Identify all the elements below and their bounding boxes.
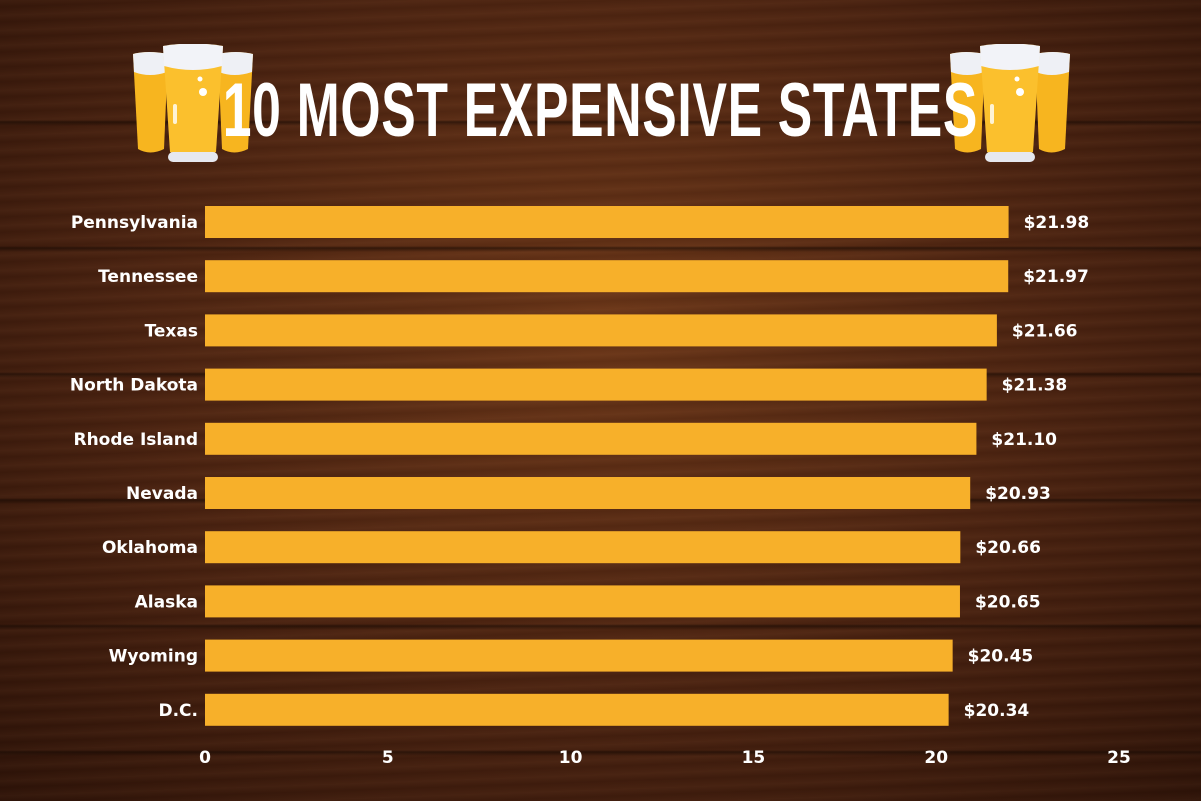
chart-title: 10 MOST EXPENSIVE STATES [0, 66, 1201, 156]
bar [205, 314, 997, 347]
beer-glasses-icon [950, 44, 1070, 162]
x-tick-label: 25 [1107, 748, 1131, 768]
x-tick-label: 0 [199, 748, 211, 768]
bar [205, 693, 949, 726]
bar [205, 477, 971, 509]
category-label: Texas [145, 321, 198, 341]
category-label: Wyoming [109, 647, 198, 667]
bar [205, 639, 953, 672]
x-tick-label: 5 [382, 748, 394, 768]
data-label: $20.65 [975, 592, 1041, 612]
category-label: D.C. [158, 701, 198, 721]
data-label: $20.66 [975, 538, 1041, 558]
data-label: $21.10 [991, 430, 1057, 450]
chart-title-text: 10 MOST EXPENSIVE STATES [222, 68, 979, 153]
category-label: Rhode Island [73, 430, 198, 450]
category-label: Alaska [135, 592, 198, 612]
bar [205, 585, 960, 618]
bar [205, 368, 987, 401]
bar [205, 260, 1009, 293]
category-label: Oklahoma [102, 538, 198, 558]
category-label: Nevada [126, 484, 198, 504]
data-label: $20.45 [968, 647, 1034, 667]
category-label: Pennsylvania [71, 213, 198, 233]
x-tick-label: 15 [742, 748, 766, 768]
bar [205, 422, 977, 455]
data-label: $21.66 [1012, 321, 1078, 341]
data-label: $21.98 [1024, 213, 1090, 233]
data-label: $21.38 [1002, 376, 1068, 396]
x-tick-label: 10 [559, 748, 583, 768]
category-label: Tennessee [98, 267, 198, 287]
data-label: $21.97 [1023, 267, 1089, 287]
data-label: $20.34 [964, 701, 1030, 721]
beer-glasses-icon [133, 44, 253, 162]
bar [205, 531, 961, 564]
x-tick-label: 20 [924, 748, 948, 768]
data-label: $20.93 [985, 484, 1051, 504]
category-label: North Dakota [70, 376, 198, 396]
bar [205, 206, 1009, 238]
